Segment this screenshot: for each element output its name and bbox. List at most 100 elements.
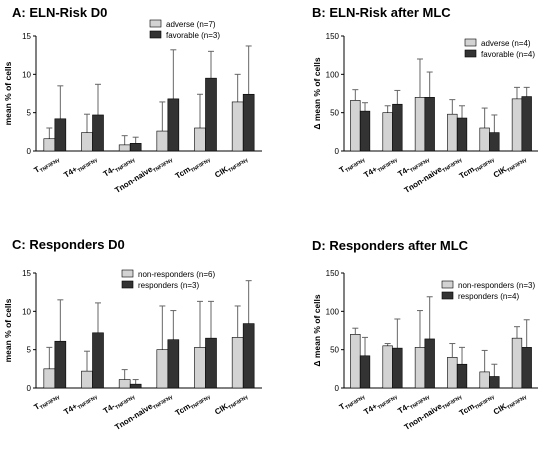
y-tick-label: 15	[22, 32, 31, 41]
bar	[167, 339, 180, 389]
bar	[129, 143, 142, 152]
y-tick-label: 100	[326, 307, 340, 316]
bar	[521, 347, 532, 389]
y-tick-label: 50	[330, 109, 339, 118]
bar	[511, 337, 523, 389]
bar	[205, 77, 217, 152]
x-tick-label: CIKTNF/IFNγ	[213, 390, 249, 418]
bar	[350, 334, 361, 389]
y-axis-label: mean % of cells	[3, 61, 13, 125]
bar	[359, 355, 371, 389]
x-tick-label-main: T	[32, 165, 41, 175]
bar	[392, 347, 403, 389]
bar	[479, 371, 490, 389]
bar	[81, 370, 93, 389]
bar	[350, 100, 361, 152]
bar	[392, 103, 403, 152]
x-tick-label: CIKTNF/IFNγ	[492, 153, 528, 181]
legend-label: non-responders (n=6)	[138, 270, 215, 279]
legend-swatch	[121, 280, 134, 289]
legend-swatch	[121, 269, 134, 278]
x-tick-label-main: T4-	[102, 402, 117, 416]
bar	[231, 337, 244, 389]
bar	[447, 113, 458, 152]
legend-label: favorable (n=4)	[481, 50, 535, 59]
y-tick-label: 5	[27, 346, 32, 355]
x-tick-label-main: T4-	[396, 165, 411, 179]
x-tick-label-main: T	[338, 165, 347, 175]
bar	[167, 98, 180, 152]
x-tick-label-sub: TNF/IFNγ	[39, 157, 61, 174]
x-tick-label-sub: TNF/IFNγ	[506, 157, 528, 174]
legend-label: non-responders (n=3)	[458, 281, 535, 290]
x-tick-label: TcmTNF/IFNγ	[174, 390, 212, 419]
y-tick-label: 150	[326, 32, 340, 41]
y-tick-label: 150	[326, 269, 340, 278]
bar	[92, 332, 104, 389]
x-tick-label-main: T4+	[362, 402, 379, 417]
bar	[521, 96, 532, 152]
y-axis-label: mean % of cells	[3, 298, 13, 362]
legend-label: responders (n=3)	[138, 281, 199, 290]
bar	[194, 127, 206, 152]
legend-swatch	[149, 19, 162, 28]
x-tick-label-main: CIK	[492, 165, 509, 180]
x-tick-label: TcmTNF/IFNγ	[458, 390, 496, 419]
x-tick-label-sub: TNF/IFNγ	[114, 157, 136, 174]
x-tick-label-main: T4-	[102, 165, 117, 179]
x-tick-label-main: T4+	[62, 165, 79, 180]
legend-label: favorable (n=3)	[166, 31, 220, 40]
y-axis-label: Δ mean % of cells	[312, 57, 322, 130]
y-tick-label: 5	[27, 109, 32, 118]
bar	[81, 132, 93, 152]
y-tick-label: 10	[22, 70, 31, 79]
bar	[382, 345, 393, 389]
x-tick-label-sub: TNF/IFNγ	[227, 394, 249, 411]
x-tick-label-main: T	[338, 402, 347, 412]
legend-swatch	[441, 280, 454, 289]
x-tick-label: Tnon-naiveTNF/IFNγ	[403, 390, 464, 434]
y-tick-label: 10	[22, 307, 31, 316]
x-tick-label-sub: TNF/IFNγ	[190, 394, 212, 411]
x-tick-label-main: T4-	[396, 402, 411, 416]
x-tick-label: TTNF/IFNγ	[32, 390, 61, 414]
x-tick-label-sub: TNF/IFNγ	[77, 157, 99, 174]
x-tick-label-main: T4+	[62, 402, 79, 417]
legend-label: adverse (n=7)	[166, 20, 216, 29]
x-tick-label-main: CIK	[492, 402, 509, 417]
bar	[118, 144, 131, 152]
y-tick-label: 0	[27, 147, 32, 156]
x-tick-label: TcmTNF/IFNγ	[458, 153, 496, 182]
bar	[205, 337, 217, 389]
x-tick-label-main: T	[32, 402, 41, 412]
bar	[414, 97, 426, 152]
x-tick-label: TcmTNF/IFNγ	[174, 153, 212, 182]
x-tick-label: Tnon-naiveTNF/IFNγ	[113, 390, 174, 434]
bar	[129, 383, 142, 389]
x-tick-label-main: CIK	[213, 165, 230, 180]
x-tick-label-sub: TNF/IFNγ	[227, 157, 249, 174]
bar	[511, 98, 523, 152]
panel-title: B: ELN-Risk after MLC	[312, 5, 451, 20]
bar	[414, 347, 426, 389]
y-tick-label: 50	[330, 346, 339, 355]
legend-label: adverse (n=4)	[481, 39, 531, 48]
x-tick-label: CIKTNF/IFNγ	[492, 390, 528, 418]
x-tick-label-sub: TNF/IFNγ	[506, 394, 528, 411]
x-tick-label-main: Tcm	[458, 165, 476, 181]
bar	[242, 323, 255, 389]
bar	[92, 114, 104, 152]
x-tick-label-main: CIK	[213, 402, 230, 417]
bar	[118, 379, 131, 389]
bar	[447, 357, 458, 389]
legend-swatch	[149, 30, 162, 39]
bar	[156, 130, 169, 152]
x-tick-label-main: Tcm	[174, 402, 192, 418]
panel-title: A: ELN-Risk D0	[12, 5, 107, 20]
panel-title: C: Responders D0	[12, 237, 125, 252]
bar	[479, 127, 490, 152]
y-tick-label: 0	[335, 147, 340, 156]
